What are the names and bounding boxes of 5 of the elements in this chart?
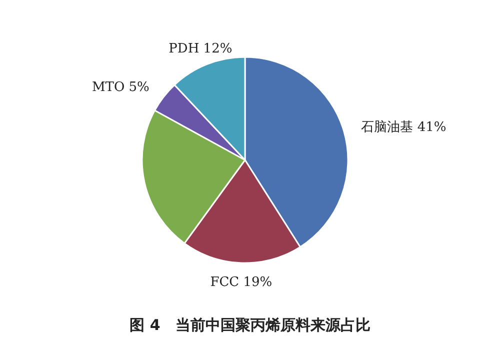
slice-label: PDH 12% xyxy=(168,41,232,56)
slice-label: MTO 5% xyxy=(92,80,150,95)
slice-label: 石脑油基 41% xyxy=(361,120,446,136)
text: 图 4 当前中国聚丙烯原料来源占比 xyxy=(130,316,370,334)
slice-label: FCC 19% xyxy=(210,274,272,290)
